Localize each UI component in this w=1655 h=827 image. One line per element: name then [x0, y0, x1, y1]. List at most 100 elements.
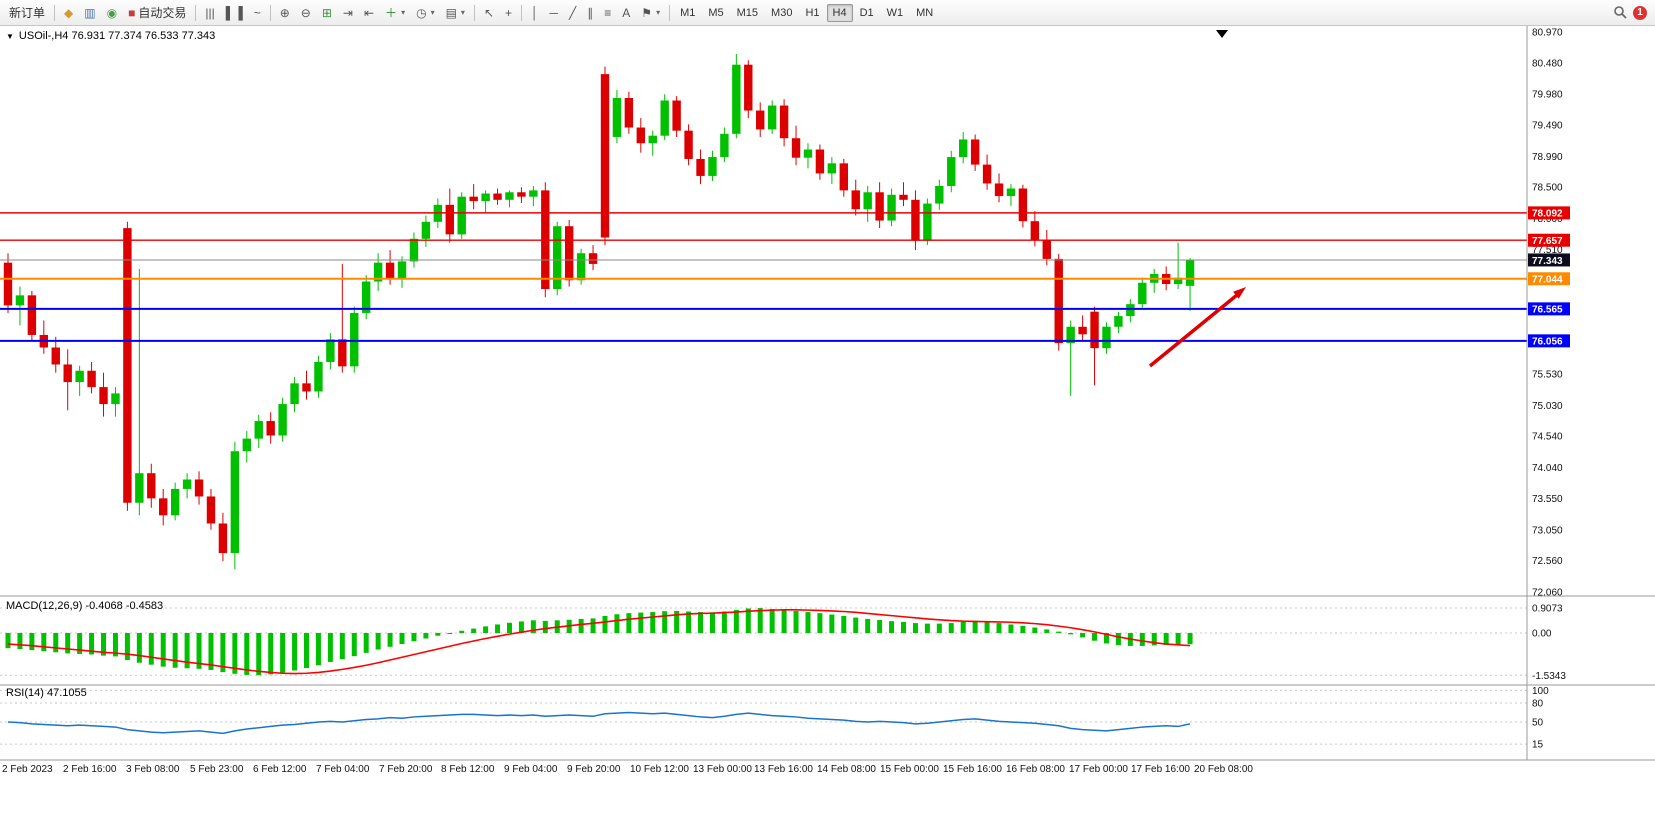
text-icon: A: [622, 5, 631, 20]
timeframe-d1[interactable]: D1: [859, 6, 874, 19]
svg-text:7 Feb 04:00: 7 Feb 04:00: [316, 764, 370, 775]
rsi-indicator-label: RSI(14) 47.1055: [6, 687, 87, 699]
timeframe-m30[interactable]: M30: [771, 6, 793, 19]
vertical-line-icon: │: [531, 5, 539, 20]
macd-histogram: [5, 608, 1193, 676]
templates-button[interactable]: ▤ ▾: [441, 2, 470, 24]
indicator-scales: 0.9073 0.00 -1.5343 100 80 50 15: [1532, 603, 1566, 750]
horizontal-line-objects[interactable]: [0, 212, 1527, 342]
chart-shift-button[interactable]: ⇤: [359, 2, 379, 24]
svg-text:78.092: 78.092: [1532, 209, 1563, 220]
timeframe-h4[interactable]: H4: [826, 3, 853, 22]
toolbar-separator: [54, 4, 56, 21]
chart-window: 80.970 80.480 79.980 79.490 78.990 78.500 78.0…: [0, 26, 1655, 827]
cursor-button[interactable]: ↖: [479, 2, 499, 24]
arrow-annotation[interactable]: [1148, 287, 1246, 368]
zoom-out-button[interactable]: ⊖: [296, 2, 316, 24]
charts-icon: ▥: [84, 5, 96, 20]
fibonacci-icon: ≡: [604, 5, 612, 20]
chart-shift-marker: [1216, 30, 1228, 38]
auto-trading-button[interactable]: ■ 自动交易: [123, 2, 191, 24]
svg-text:13 Feb 00:00: 13 Feb 00:00: [693, 764, 752, 775]
chart-canvas[interactable]: 80.970 80.480 79.980 79.490 78.990 78.500 78.0…: [0, 26, 1655, 827]
candlestick-series: [3, 53, 1195, 570]
bars-chart-icon: |||: [205, 5, 215, 20]
chart-title: USOil-,H4 76.931 77.374 76.533 77.343: [18, 30, 216, 42]
svg-text:79.980: 79.980: [1532, 90, 1563, 101]
new-order-button-label: 新订单: [9, 6, 46, 20]
svg-text:73.550: 73.550: [1532, 494, 1563, 505]
chart-shift-icon: ⇤: [363, 5, 375, 20]
timeframe-m1[interactable]: M1: [680, 6, 696, 19]
community-button[interactable]: ◉: [102, 2, 122, 24]
timeframe-mn[interactable]: MN: [916, 6, 934, 19]
periods-icon: ◷: [416, 5, 427, 20]
auto-trading-icon: ■: [128, 5, 136, 20]
macd-signal-line: [7, 609, 1191, 675]
time-axis[interactable]: 2 Feb 2023 2 Feb 16:00 3 Feb 08:00 5 Feb 23…: [2, 764, 1253, 775]
svg-text:77.343: 77.343: [1532, 256, 1563, 267]
fibonacci-button[interactable]: ≡: [599, 2, 616, 24]
community-icon: ◉: [106, 5, 118, 20]
price-scale[interactable]: 80.970 80.480 79.980 79.490 78.990 78.500 78.0…: [1532, 28, 1563, 599]
timeframe-w1[interactable]: W1: [886, 6, 904, 19]
svg-text:78.990: 78.990: [1532, 152, 1563, 163]
charts-button[interactable]: ▥: [79, 2, 100, 24]
svg-text:80.480: 80.480: [1532, 58, 1563, 69]
horizontal-line-button[interactable]: ─: [545, 2, 564, 24]
svg-text:50: 50: [1532, 718, 1544, 729]
svg-text:0.9073: 0.9073: [1532, 603, 1563, 614]
svg-text:76.056: 76.056: [1532, 337, 1563, 348]
text-button[interactable]: A: [617, 2, 635, 24]
svg-text:74.040: 74.040: [1532, 463, 1563, 474]
metaeditor-button[interactable]: ◆: [59, 2, 78, 24]
channel-button[interactable]: ∥: [582, 2, 598, 24]
notification-badge[interactable]: 1: [1633, 5, 1647, 20]
svg-text:13 Feb 16:00: 13 Feb 16:00: [754, 764, 813, 775]
svg-text:75.030: 75.030: [1532, 401, 1563, 412]
svg-text:72.060: 72.060: [1532, 588, 1563, 599]
macd-indicator-label: MACD(12,26,9) -0.4068 -0.4583: [6, 600, 163, 612]
macd-label-text: MACD(12,26,9) -0.4068 -0.4583: [6, 600, 164, 612]
timeframe-m5[interactable]: M5: [708, 6, 724, 19]
main-toolbar: 新订单 ◆ ▥ ◉ ■ 自动交易 ||| ▌▐ ~ ⊕ ⊖ ⊞ ⇥ ⇤ ＋ ▾ ◷ ▾ ▤ ▾ ↖ + │ ─ ╱ ∥ ≡ A ⚑ ▾ M1…: [0, 0, 1655, 26]
svg-text:75.530: 75.530: [1532, 369, 1563, 380]
arrows-button[interactable]: ⚑ ▾: [636, 2, 665, 24]
crosshair-icon: +: [505, 5, 513, 20]
svg-text:5 Feb 23:00: 5 Feb 23:00: [190, 764, 244, 775]
svg-text:78.000: 78.000: [1532, 214, 1563, 225]
svg-text:76.565: 76.565: [1532, 305, 1563, 316]
svg-text:77.044: 77.044: [1532, 275, 1563, 286]
tile-windows-button[interactable]: ⊞: [317, 2, 337, 24]
trendline-button[interactable]: ╱: [564, 2, 581, 24]
chevron-down-icon: ▾: [656, 8, 661, 17]
candlestick-chart-button[interactable]: ▌▐: [221, 2, 248, 24]
line-chart-button[interactable]: ~: [249, 2, 266, 24]
chevron-down-icon: ▾: [460, 8, 465, 17]
timeframe-m15[interactable]: M15: [736, 6, 759, 19]
candlestick-chart-icon: ▌▐: [225, 5, 243, 20]
crosshair-button[interactable]: +: [500, 2, 517, 24]
auto-scroll-button[interactable]: ⇥: [338, 2, 358, 24]
chevron-down-icon: ▾: [430, 8, 435, 17]
line-chart-icon: ~: [253, 5, 261, 20]
rsi-line: [7, 711, 1191, 735]
auto-scroll-icon: ⇥: [342, 5, 353, 20]
periods-button[interactable]: ◷ ▾: [411, 2, 440, 24]
svg-text:100: 100: [1532, 686, 1549, 697]
trendline-icon: ╱: [569, 5, 577, 20]
bars-chart-button[interactable]: |||: [200, 2, 219, 24]
new-order-button[interactable]: 新订单: [4, 2, 50, 24]
svg-text:14 Feb 08:00: 14 Feb 08:00: [817, 764, 876, 775]
cursor-icon: ↖: [483, 5, 494, 20]
templates-icon: ▤: [445, 5, 457, 20]
svg-text:80: 80: [1532, 699, 1544, 710]
timeframe-h1[interactable]: H1: [805, 6, 820, 19]
vertical-line-button[interactable]: │: [526, 2, 544, 24]
one-click-trading-toggle[interactable]: ▼: [6, 31, 14, 41]
svg-text:7 Feb 20:00: 7 Feb 20:00: [379, 764, 433, 775]
search-icon[interactable]: [1613, 5, 1628, 20]
add-indicator-button[interactable]: ＋ ▾: [380, 2, 410, 24]
zoom-in-button[interactable]: ⊕: [275, 2, 295, 24]
